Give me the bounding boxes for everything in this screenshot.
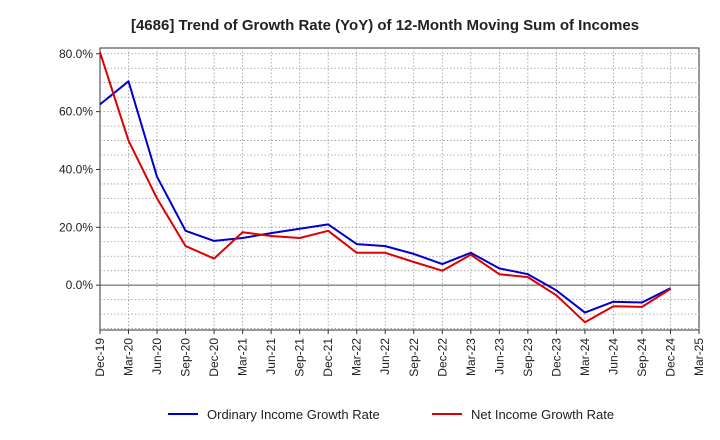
y-tick-label: 60.0% xyxy=(59,105,93,119)
x-tick-label: Mar-23 xyxy=(464,338,478,376)
legend-label-net: Net Income Growth Rate xyxy=(471,407,614,422)
x-tick-label: Sep-21 xyxy=(293,338,307,377)
x-tick-label: Sep-24 xyxy=(635,338,649,377)
x-tick-label: Sep-20 xyxy=(179,338,193,377)
x-tick-label: Mar-22 xyxy=(350,338,364,376)
x-tick-label: Jun-20 xyxy=(150,338,164,375)
legend: Ordinary Income Growth Rate Net Income G… xyxy=(168,407,614,422)
x-tick-label: Sep-23 xyxy=(521,338,535,377)
x-tick-label: Dec-21 xyxy=(321,338,335,377)
x-tick-label: Mar-20 xyxy=(122,338,136,376)
x-tick-label: Mar-21 xyxy=(236,338,250,376)
x-tick-label: Dec-20 xyxy=(207,338,221,377)
x-tick-label: Dec-19 xyxy=(93,338,107,377)
y-tick-label: 80.0% xyxy=(59,47,93,61)
y-tick-label: 40.0% xyxy=(59,162,93,176)
legend-label-ordinary: Ordinary Income Growth Rate xyxy=(207,407,380,422)
x-tick-label: Sep-22 xyxy=(407,338,421,377)
plot-area xyxy=(99,47,700,331)
x-tick-label: Mar-24 xyxy=(578,338,592,376)
y-tick-label: 0.0% xyxy=(66,278,94,292)
x-tick-label: Dec-24 xyxy=(663,338,677,377)
x-tick-label: Dec-23 xyxy=(549,338,563,377)
x-tick-label: Jun-21 xyxy=(264,338,278,375)
x-axis: Dec-19 Mar-20 Jun-20 Sep-20 Dec-20 Mar-21 Jun-… xyxy=(93,330,706,377)
series-lines xyxy=(99,51,672,324)
chart-title: [4686] Trend of Growth Rate (YoY) of 12-… xyxy=(131,17,639,34)
grid xyxy=(100,48,699,330)
y-axis: 0.0% 20.0% 40.0% 60.0% 80.0% xyxy=(59,47,100,292)
net-income-line xyxy=(99,51,672,324)
x-tick-label: Jun-22 xyxy=(378,338,392,375)
x-tick-label: Jun-23 xyxy=(492,338,506,375)
y-tick-label: 20.0% xyxy=(59,220,93,234)
x-tick-label: Mar-25 xyxy=(692,338,706,376)
x-tick-label: Jun-24 xyxy=(606,338,620,375)
x-tick-label: Dec-22 xyxy=(435,338,449,377)
ordinary-income-line xyxy=(99,80,671,314)
